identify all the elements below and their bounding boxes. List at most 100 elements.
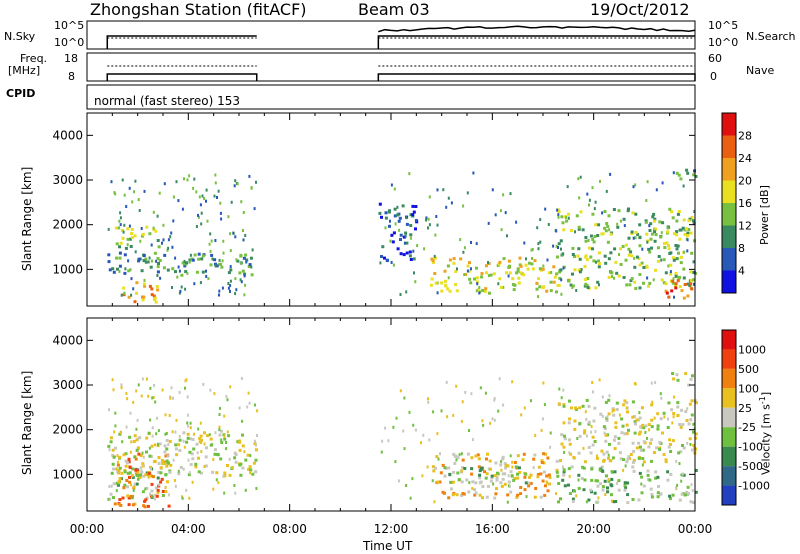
- velocity-cell: [493, 474, 497, 477]
- power-cell: [448, 289, 452, 293]
- velocity-speckle: [432, 410, 435, 414]
- power-cell: [452, 261, 456, 265]
- power-cell: [142, 254, 146, 258]
- power-cell: [480, 272, 484, 275]
- power-cell: [135, 291, 138, 295]
- power-cell: [502, 257, 506, 261]
- velocity-cell: [640, 491, 644, 495]
- velocity-speckle: [178, 390, 181, 394]
- velocity-cell: [493, 496, 497, 500]
- power-cell: [656, 246, 660, 250]
- power-speckle: [152, 210, 155, 214]
- power-cell: [119, 241, 123, 245]
- velocity-cell: [642, 484, 646, 488]
- velocity-speckle: [233, 484, 236, 487]
- velocity-cell: [607, 398, 611, 402]
- velocity-cell: [188, 450, 192, 454]
- power-cell: [635, 255, 639, 259]
- power-cell: [553, 275, 557, 279]
- velocity-speckle: [226, 430, 229, 434]
- power-speckle: [667, 264, 670, 268]
- power-cell: [690, 251, 694, 255]
- power-cell: [112, 270, 116, 274]
- power-speckle: [425, 216, 428, 220]
- velocity-cell: [607, 412, 611, 416]
- power-cell: [180, 273, 184, 277]
- velocity-cell: [486, 452, 489, 456]
- velocity-speckle: [646, 436, 648, 440]
- power-speckle: [409, 236, 412, 240]
- power-cell: [634, 231, 638, 234]
- velocity-speckle: [543, 403, 546, 407]
- velocity-cell: [689, 418, 693, 422]
- velocity-cell: [694, 436, 698, 440]
- power-cell: [687, 228, 691, 231]
- velocity-colorbar-tick: -1000: [738, 480, 770, 493]
- power-cell: [633, 265, 637, 269]
- power-speckle: [177, 199, 180, 203]
- power-speckle: [646, 240, 649, 244]
- velocity-cell: [637, 456, 641, 460]
- power-ytick-label: 4000: [52, 128, 83, 142]
- velocity-colorbar-swatch: [722, 407, 736, 428]
- power-cell: [122, 286, 126, 290]
- velocity-speckle: [114, 411, 117, 415]
- power-speckle: [233, 184, 236, 188]
- power-cell: [378, 202, 382, 206]
- velocity-cell: [161, 462, 165, 465]
- power-echo-region: [429, 256, 559, 295]
- velocity-cell: [672, 377, 676, 381]
- velocity-speckle: [110, 484, 113, 488]
- velocity-cell: [654, 476, 658, 480]
- velocity-speckle: [492, 482, 495, 486]
- velocity-cell: [163, 462, 167, 466]
- power-cell: [622, 217, 626, 221]
- power-cell: [162, 266, 166, 270]
- velocity-cell: [213, 448, 217, 452]
- station-title: Zhongshan Station (fitACF): [90, 0, 307, 19]
- velocity-cell: [227, 434, 231, 438]
- velocity-cell: [590, 490, 593, 494]
- velocity-speckle: [219, 406, 221, 410]
- power-speckle: [434, 233, 437, 237]
- power-cell: [431, 260, 435, 264]
- power-speckle: [167, 238, 170, 242]
- power-cell: [121, 236, 125, 240]
- power-cell: [156, 288, 160, 292]
- power-echo-region: [114, 225, 161, 250]
- power-speckle: [646, 180, 649, 184]
- power-cell: [507, 259, 511, 263]
- velocity-cell: [573, 419, 577, 423]
- velocity-cell: [461, 458, 465, 462]
- velocity-cell: [236, 440, 240, 444]
- velocity-cell: [154, 486, 158, 490]
- velocity-cell: [633, 420, 637, 424]
- velocity-echo-region: [671, 372, 694, 387]
- power-cell: [485, 271, 489, 275]
- velocity-cell: [622, 403, 626, 407]
- velocity-cell: [626, 410, 629, 414]
- power-speckle: [447, 196, 450, 200]
- power-cell: [679, 177, 683, 181]
- power-cell: [627, 247, 631, 251]
- power-cell: [195, 270, 199, 274]
- velocity-cell: [598, 468, 602, 472]
- velocity-cell: [656, 412, 660, 416]
- velocity-cell: [623, 484, 627, 488]
- velocity-cell: [572, 455, 576, 459]
- velocity-cell: [135, 482, 139, 486]
- power-speckle: [560, 247, 562, 251]
- velocity-speckle: [458, 453, 461, 457]
- velocity-speckle: [618, 413, 621, 417]
- power-cell: [589, 234, 593, 238]
- power-cell: [597, 265, 601, 269]
- power-cell: [674, 272, 678, 275]
- power-cell: [668, 252, 672, 255]
- power-speckle: [143, 278, 146, 282]
- velocity-speckle: [119, 431, 122, 435]
- velocity-cell: [134, 457, 138, 461]
- power-cell: [592, 240, 596, 244]
- power-speckle: [163, 182, 166, 186]
- power-speckle: [475, 289, 478, 293]
- power-cell: [218, 262, 221, 266]
